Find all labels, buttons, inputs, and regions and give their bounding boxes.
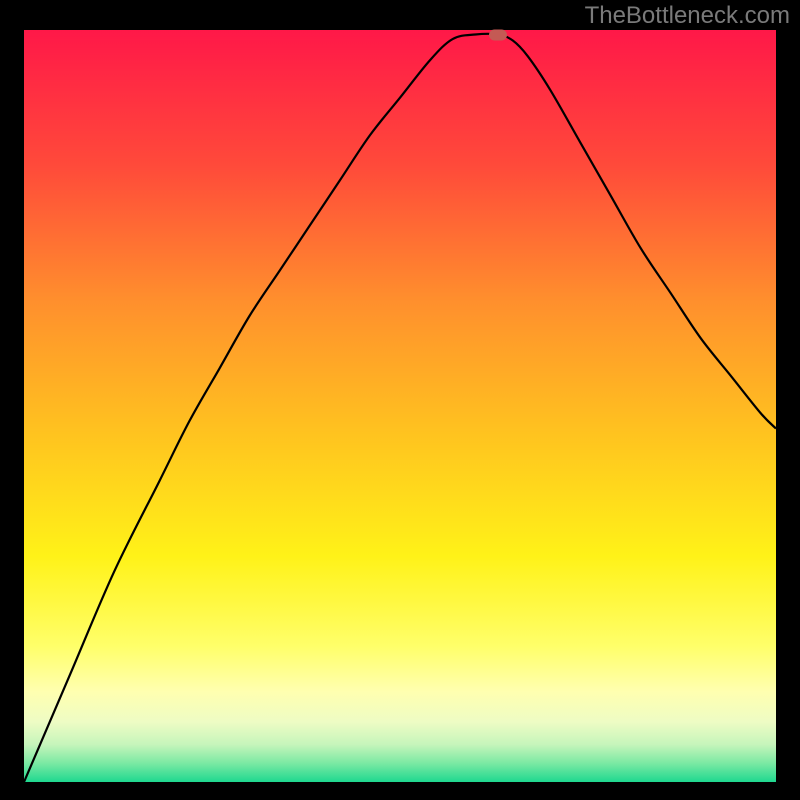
chart-stage: TheBottleneck.com	[0, 0, 800, 800]
bottleneck-curve	[24, 30, 776, 782]
plot-area	[24, 30, 776, 782]
optimal-point-marker	[489, 29, 507, 40]
watermark-label: TheBottleneck.com	[585, 2, 790, 30]
